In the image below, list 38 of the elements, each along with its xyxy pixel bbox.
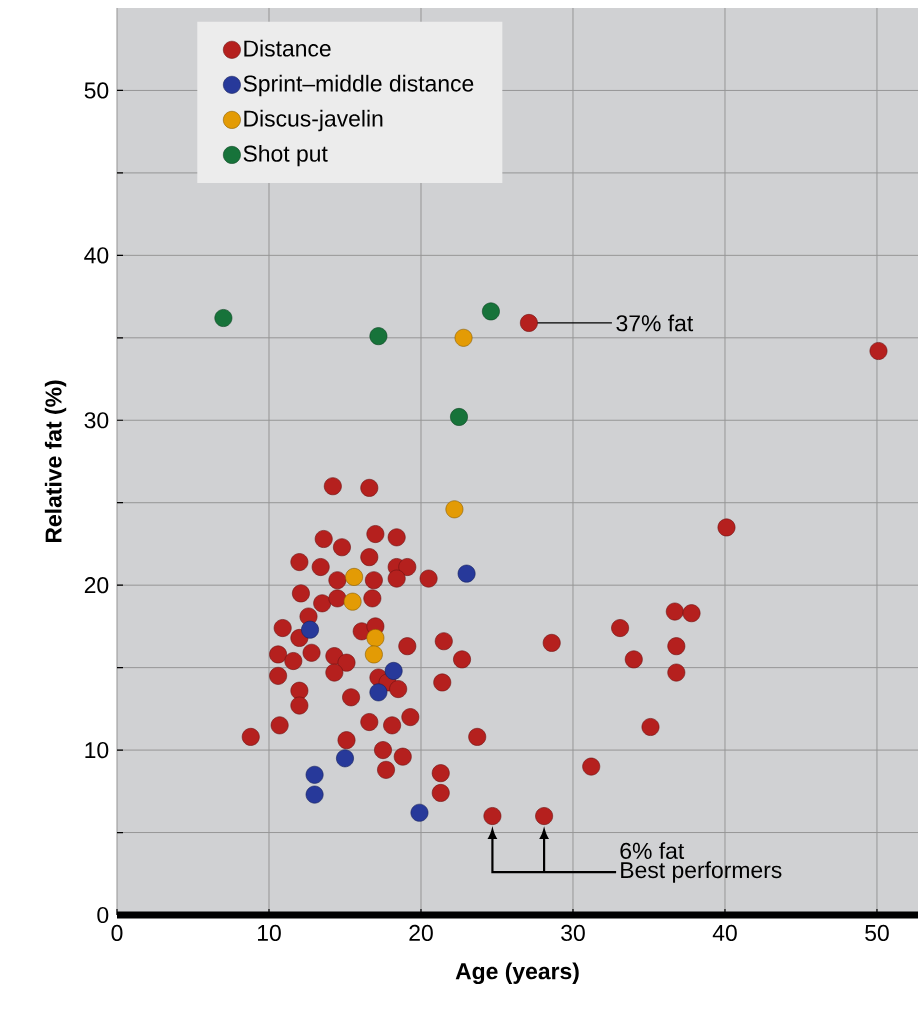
point xyxy=(343,592,362,611)
legend-label: Sprint–middle distance xyxy=(243,74,474,97)
point xyxy=(454,328,473,347)
point xyxy=(305,765,324,784)
y-tick-label: 30 xyxy=(84,412,109,429)
point xyxy=(450,408,468,426)
x-tick-label: 30 xyxy=(561,924,585,942)
y-tick-label: 20 xyxy=(84,577,109,594)
annotation: 37% fat xyxy=(616,314,694,332)
point xyxy=(369,683,388,702)
x-tick-label: 20 xyxy=(409,924,433,942)
x-tick-label: 0 xyxy=(111,924,123,942)
annotation: 6% fat xyxy=(620,842,685,859)
point xyxy=(336,749,354,768)
point xyxy=(301,620,319,639)
point xyxy=(410,803,429,822)
point xyxy=(457,564,476,583)
point xyxy=(214,309,233,327)
x-tick-label: 10 xyxy=(258,924,281,942)
point xyxy=(369,327,388,346)
legend-label: Discus-javelin xyxy=(244,109,383,132)
annotation: Best performers xyxy=(621,861,782,883)
y-axis-title: Relative fat (%) xyxy=(44,380,67,543)
point xyxy=(305,785,324,804)
point xyxy=(445,500,464,519)
y-tick-label: 0 xyxy=(97,906,109,924)
point xyxy=(364,645,383,664)
legend-label: Distance xyxy=(244,39,331,57)
point xyxy=(384,662,403,680)
point xyxy=(345,568,364,586)
y-tick-label: 50 xyxy=(84,82,109,99)
x-tick-label: 40 xyxy=(712,924,737,942)
y-tick-label: 10 xyxy=(85,741,109,759)
point xyxy=(482,302,500,321)
legend-label: Shot put xyxy=(243,144,328,167)
x-axis-title: Age (years) xyxy=(455,962,579,984)
y-tick-label: 40 xyxy=(84,247,109,264)
x-tick-label: 50 xyxy=(865,924,889,942)
